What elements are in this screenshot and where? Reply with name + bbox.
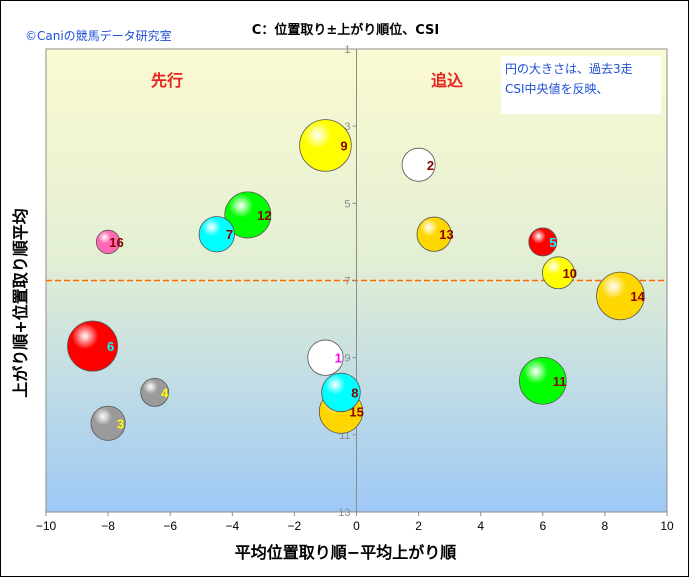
bubble-horse-16 — [95, 229, 121, 255]
chart-title: C：位置取り±上がり順位、CSI — [251, 23, 440, 38]
x-tick-label: −4 — [225, 519, 239, 533]
x-tick-label: 10 — [660, 519, 674, 533]
bubble-horse-10 — [541, 256, 575, 290]
x-tick-label: −10 — [36, 519, 57, 533]
y-tick-label: 7 — [344, 276, 350, 288]
y-tick-label: 9 — [344, 353, 350, 365]
y-tick-label: 5 — [344, 198, 350, 210]
bubble-horse-2 — [401, 147, 436, 182]
bubble-label-4: 4 — [161, 385, 169, 400]
bubble-horse-11 — [518, 356, 567, 405]
bubble-label-8: 8 — [351, 385, 358, 400]
y-tick-label: 3 — [344, 121, 350, 133]
x-axis-label: 平均位置取り順−平均上がり順 — [234, 543, 457, 562]
y-tick-label: 1 — [344, 44, 350, 56]
bubble-horse-1 — [307, 339, 344, 376]
bubble-label-6: 6 — [107, 339, 114, 354]
bubble-horse-7 — [198, 216, 235, 253]
bubble-horse-13 — [416, 216, 452, 252]
x-tick-label: 8 — [602, 519, 609, 533]
bubble-horse-14 — [596, 271, 645, 321]
size-note: 円の大きさは、過去3走 CSI中央値を反映、 — [501, 56, 661, 114]
bubble-horse-12 — [224, 191, 272, 239]
bubble-label-12: 12 — [257, 208, 271, 223]
bubble-label-7: 7 — [226, 227, 233, 242]
bubble-label-13: 13 — [439, 227, 453, 242]
bubble-horse-6 — [67, 320, 119, 372]
bubble-horse-5 — [528, 227, 558, 257]
bubble-horse-9 — [299, 119, 352, 172]
x-tick-label: −6 — [163, 519, 177, 533]
bubble-label-9: 9 — [340, 138, 347, 153]
bubble-label-14: 14 — [630, 289, 645, 304]
x-tick-label: 2 — [415, 519, 422, 533]
region-label-senko: 先行 — [151, 71, 184, 90]
size-note-line-1: 円の大きさは、過去3走 — [505, 62, 633, 76]
x-tick-label: −8 — [101, 519, 115, 533]
bubble-label-16: 16 — [109, 235, 123, 250]
x-tick-label: −2 — [288, 519, 302, 533]
credit-text: ©Caniの競馬データ研究室 — [25, 29, 172, 43]
y-axis-label: 上がり順+位置取り順平均 — [11, 208, 30, 398]
x-tick-label: 6 — [539, 519, 546, 533]
bubble-label-2: 2 — [427, 158, 434, 173]
bubble-label-11: 11 — [553, 374, 567, 389]
bubble-label-10: 10 — [563, 266, 577, 281]
y-tick-label: 11 — [339, 430, 350, 442]
x-tick-label: 4 — [477, 519, 484, 533]
bubble-horse-4 — [140, 377, 170, 407]
region-label-oikomi: 追込 — [431, 71, 464, 90]
size-note-line-2: CSI中央値を反映、 — [505, 82, 609, 96]
bubble-label-1: 1 — [335, 351, 342, 366]
bubble-label-5: 5 — [549, 235, 556, 250]
y-tick-label: 13 — [338, 507, 350, 519]
bubble-label-15: 15 — [349, 405, 363, 420]
bubble-horse-8 — [321, 372, 361, 413]
bubble-label-3: 3 — [117, 416, 124, 431]
bubble-horse-3 — [90, 405, 126, 441]
x-tick-label: 0 — [353, 519, 360, 533]
